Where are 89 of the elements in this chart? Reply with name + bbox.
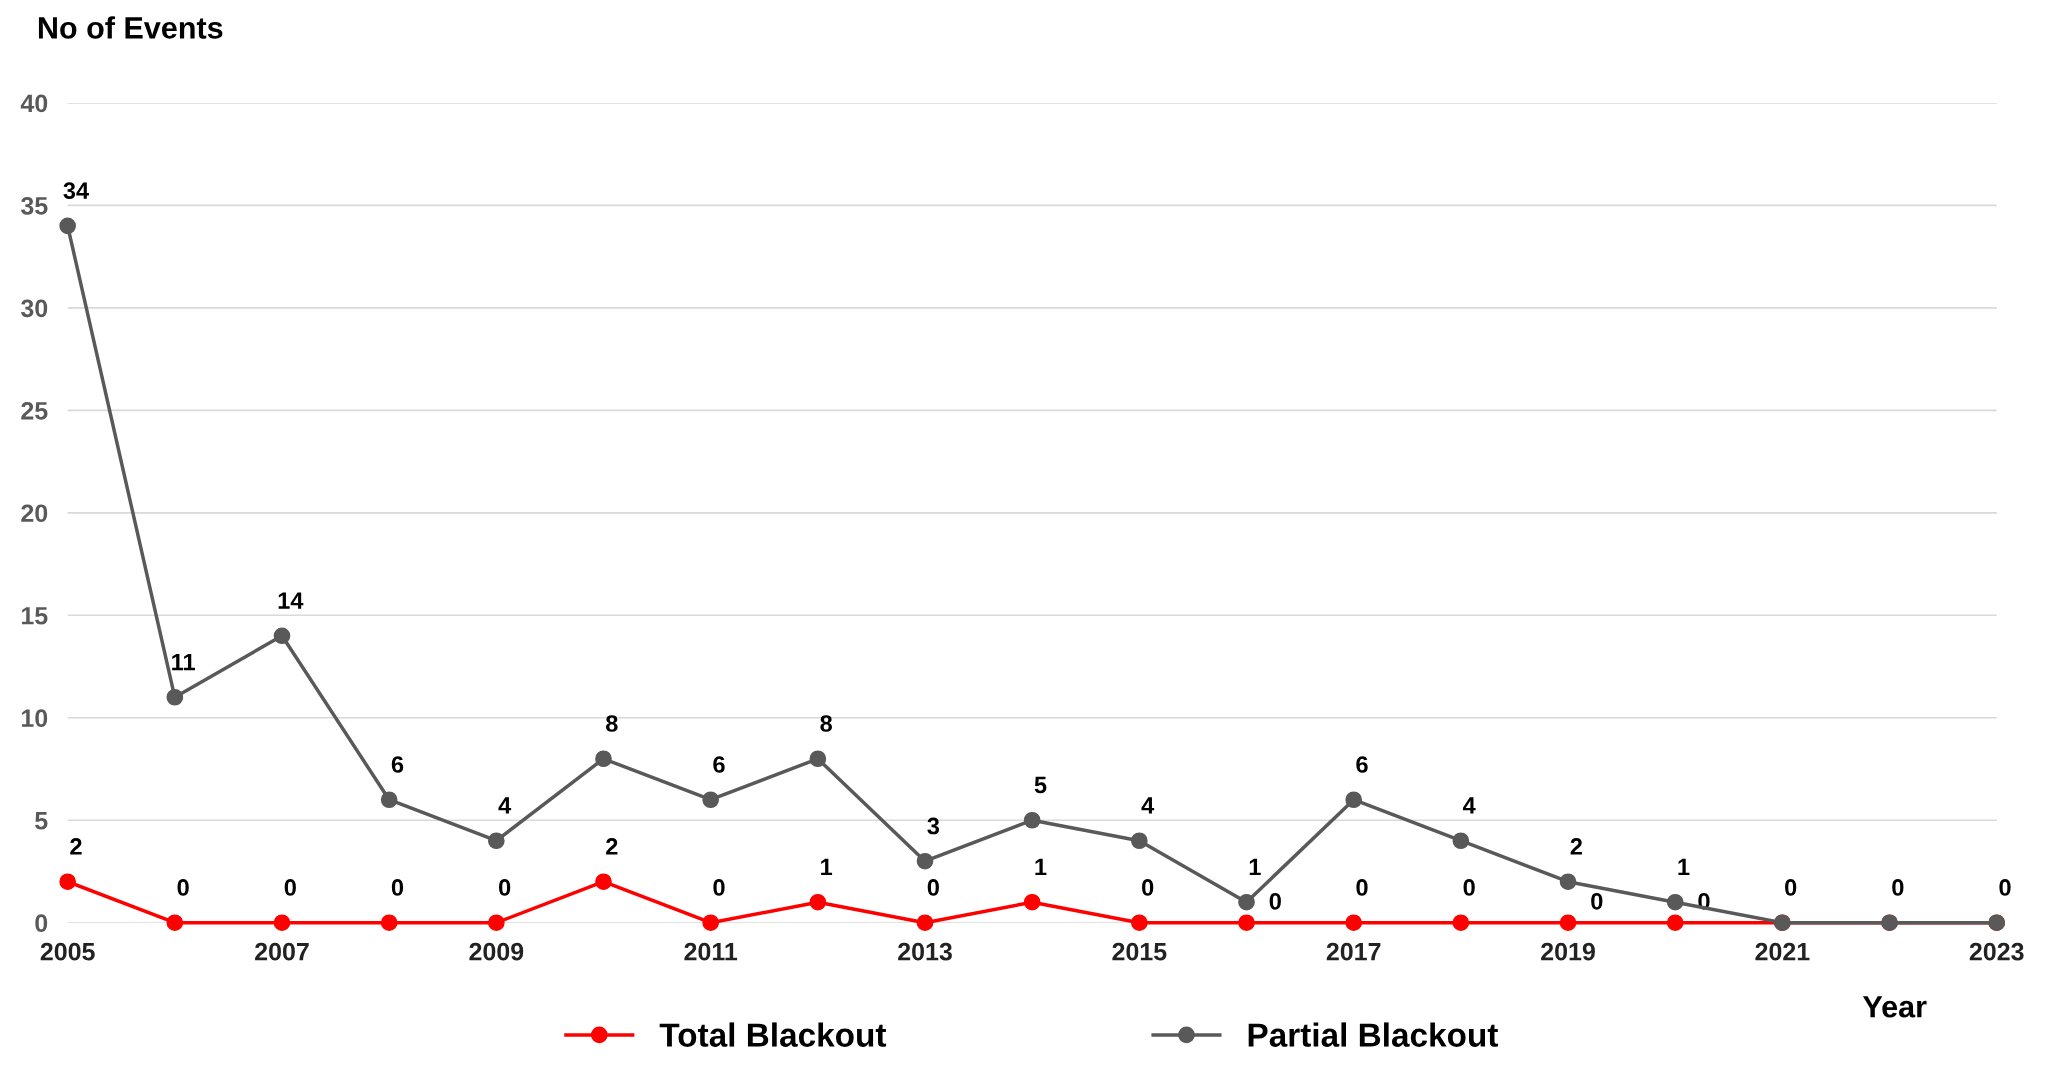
y-tick-label: 0	[35, 914, 48, 933]
x-tick-label: 2023	[1969, 942, 2024, 961]
point	[273, 914, 291, 932]
y-tick-label: 35	[20, 196, 48, 215]
point	[487, 914, 505, 932]
point	[1238, 914, 1255, 932]
data-label: 4	[1141, 797, 1155, 814]
data-label: 3	[927, 817, 940, 835]
data-label: 5	[1034, 776, 1047, 794]
data-label: 2	[70, 838, 82, 855]
point	[1452, 832, 1470, 850]
data-label: 0	[177, 879, 189, 896]
x-tick-label: 2015	[1112, 942, 1167, 961]
data-label: 6	[713, 756, 725, 773]
y-axis-title: No of Events	[38, 16, 223, 39]
point	[166, 914, 184, 932]
x-tick-label: 2021	[1755, 942, 1810, 961]
point	[487, 832, 505, 850]
point	[1666, 893, 1684, 911]
point	[1345, 791, 1363, 809]
point	[1023, 811, 1041, 829]
point	[1666, 914, 1684, 932]
data-label: 0	[1999, 879, 2011, 896]
point	[809, 893, 827, 911]
data-label: 1	[1035, 858, 1047, 876]
point	[1452, 914, 1470, 932]
data-label: 2	[1570, 838, 1582, 855]
point	[380, 914, 398, 932]
point	[916, 914, 934, 932]
y-tick-label: 25	[21, 401, 48, 420]
x-tick-label: 2017	[1326, 942, 1381, 961]
data-label: 0	[1356, 879, 1368, 896]
point	[1559, 914, 1577, 932]
y-tick-label: 15	[21, 607, 48, 625]
data-label: 0	[1892, 879, 1904, 896]
y-tick-label: 30	[20, 299, 48, 318]
data-label: 1	[821, 858, 833, 876]
data-label: 0	[1269, 893, 1281, 910]
data-label: 14	[278, 592, 304, 609]
point	[1131, 914, 1148, 932]
data-label: 0	[927, 879, 939, 896]
point	[166, 688, 184, 706]
point	[1559, 873, 1577, 891]
data-label: 0	[1142, 879, 1154, 896]
point	[1023, 893, 1041, 911]
data-label: 11	[172, 653, 195, 671]
point	[59, 873, 76, 891]
data-label: 8	[606, 715, 618, 732]
point	[1345, 914, 1363, 932]
point	[595, 873, 612, 891]
data-label: 6	[391, 756, 404, 773]
data-label: 1	[1249, 858, 1261, 876]
data-label: 34	[63, 182, 89, 199]
y-tick-label: 10	[21, 709, 48, 728]
point	[1238, 893, 1255, 911]
data-label: 0	[284, 879, 296, 896]
x-tick-label: 2009	[469, 942, 524, 961]
point	[809, 750, 827, 768]
data-label: 2	[606, 838, 618, 855]
point	[1131, 832, 1148, 850]
data-label: 0	[1591, 893, 1603, 910]
data-label: 4	[498, 797, 512, 814]
data-label: 0	[391, 879, 404, 896]
data-label: 0	[713, 879, 725, 896]
y-tick-label: 20	[21, 504, 48, 523]
point	[702, 914, 720, 932]
x-tick-label: 2013	[898, 942, 952, 961]
x-tick-label: 2011	[684, 942, 738, 961]
data-label: 0	[1463, 879, 1475, 896]
y-tick-label: 5	[35, 812, 48, 830]
point	[916, 852, 934, 870]
point	[59, 217, 76, 235]
x-tick-label: 2019	[1541, 942, 1595, 961]
point	[702, 791, 720, 809]
point	[380, 791, 398, 809]
data-label: 8	[820, 715, 833, 732]
x-tick-label: 2005	[40, 942, 95, 961]
point	[595, 750, 612, 768]
data-label: 6	[1356, 756, 1368, 773]
y-tick-label: 40	[20, 94, 48, 113]
x-tick-label: 2007	[255, 942, 309, 961]
point	[273, 627, 291, 645]
x-axis-title: Year	[1862, 996, 1927, 1018]
data-label: 0	[1785, 879, 1797, 896]
data-label: 1	[1678, 858, 1690, 876]
data-label: 0	[499, 879, 511, 896]
legend-label: Total Blackout	[659, 1022, 887, 1047]
data-label: 4	[1462, 797, 1476, 814]
legend-label: Partial Blackout	[1248, 1022, 1498, 1047]
